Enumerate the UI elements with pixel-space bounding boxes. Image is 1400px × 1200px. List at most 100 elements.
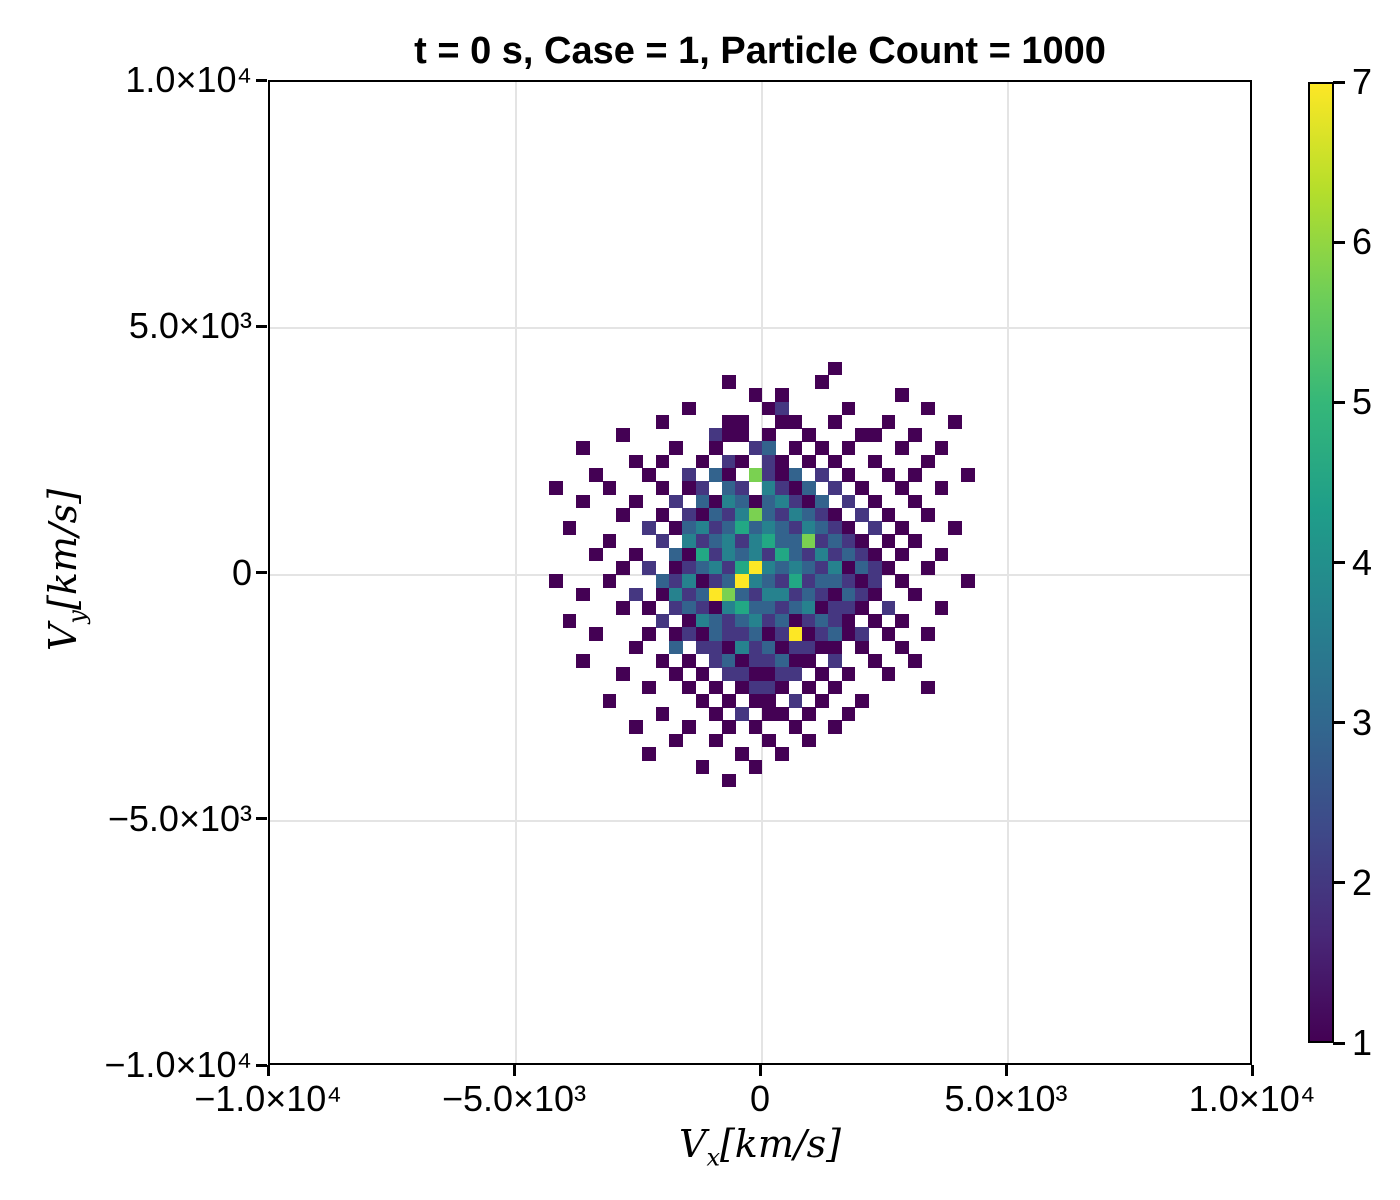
y-tick-label: 1.0×10⁴ [125, 59, 252, 100]
heatmap-bin [828, 720, 843, 735]
heatmap-bin [775, 574, 789, 588]
heatmap-bin [708, 733, 723, 748]
heatmap-bin [934, 441, 949, 456]
heatmap-bin [894, 521, 909, 535]
heatmap-bin [735, 627, 750, 642]
heatmap-bin [708, 494, 723, 509]
heatmap-bin [775, 640, 789, 655]
heatmap-bin [841, 627, 856, 642]
heatmap-bin [642, 468, 657, 482]
heatmap-bin [748, 561, 763, 575]
heatmap-bin [841, 547, 856, 562]
x-tick-label: 1.0×10⁴ [1188, 1078, 1316, 1119]
heatmap-bin [815, 600, 829, 615]
heatmap-bin [854, 561, 869, 575]
heatmap-bin [775, 707, 789, 721]
heatmap-bin [735, 614, 750, 628]
heatmap-bin [801, 707, 816, 721]
heatmap-bin [722, 547, 736, 562]
heatmap-bin [748, 640, 763, 655]
heatmap-bin [947, 414, 962, 429]
heatmap-bin [801, 627, 816, 642]
heatmap-bin [695, 760, 710, 774]
heatmap-bin [669, 587, 683, 602]
heatmap-bin [815, 667, 829, 681]
heatmap-bin [868, 454, 882, 469]
heatmap-bin [735, 640, 750, 655]
heatmap-bin [722, 494, 736, 509]
heatmap-bin [669, 600, 683, 615]
heatmap-bin [881, 534, 896, 549]
heatmap-bin [655, 707, 670, 721]
heatmap-bin [695, 640, 710, 655]
heatmap-bin [748, 614, 763, 628]
heatmap-bin [801, 561, 816, 575]
heatmap-bin [841, 401, 856, 416]
heatmap-bin [841, 574, 856, 588]
heatmap-bin [695, 600, 710, 615]
heatmap-bin [801, 733, 816, 748]
heatmap-bin [748, 720, 763, 735]
y-tick-label: −5.0×10³ [107, 797, 252, 839]
heatmap-bin [908, 494, 922, 509]
heatmap-bin [868, 547, 882, 562]
heatmap-bin [762, 667, 776, 681]
heatmap-bin [775, 680, 789, 695]
heatmap-bin [868, 561, 882, 575]
heatmap-bin [722, 428, 736, 442]
heatmap-bin [815, 521, 829, 535]
heatmap-bin [934, 481, 949, 495]
heatmap-bin [708, 574, 723, 588]
heatmap-bin [788, 600, 803, 615]
x-tick-label: 5.0×10³ [944, 1078, 1068, 1119]
heatmap-bin [762, 627, 776, 642]
heatmap-bin [722, 521, 736, 535]
heatmap-bin [722, 667, 736, 681]
heatmap-bin [669, 521, 683, 535]
heatmap-bin [828, 640, 843, 655]
heatmap-bin [908, 653, 922, 668]
heatmap-bin [695, 547, 710, 562]
heatmap-bin [841, 614, 856, 628]
heatmap-bin [655, 454, 670, 469]
heatmap-bin [708, 627, 723, 642]
heatmap-bin [788, 494, 803, 509]
heatmap-bin [748, 653, 763, 668]
heatmap-bin [815, 547, 829, 562]
heatmap-bin [775, 561, 789, 575]
y-tick-label: 0 [231, 551, 252, 593]
colorbar [1308, 82, 1334, 1043]
chart-title: t = 0 s, Case = 1, Particle Count = 1000 [414, 30, 1106, 72]
heatmap-bin [722, 693, 736, 708]
heatmap-bin [735, 680, 750, 695]
colorbar-tick-mark [1333, 1041, 1345, 1045]
heatmap-bin [854, 507, 869, 522]
heatmap-bin [589, 627, 603, 642]
colorbar-tick-mark [1333, 400, 1345, 404]
colorbar-tick-label: 6 [1352, 221, 1373, 263]
heatmap-bin [669, 640, 683, 655]
heatmap-bin [762, 693, 776, 708]
heatmap-bin [762, 507, 776, 522]
heatmap-bin [735, 534, 750, 549]
x-tick-mark [1004, 1065, 1008, 1076]
heatmap-bin [708, 561, 723, 575]
gridline-horizontal [270, 327, 1250, 330]
heatmap-bin [828, 507, 843, 522]
colorbar-tick-mark [1333, 881, 1345, 885]
heatmap-bin [589, 547, 603, 562]
colorbar-tick-mark [1333, 80, 1345, 84]
heatmap-bin [815, 587, 829, 602]
heatmap-bin [854, 587, 869, 602]
heatmap-bin [762, 481, 776, 495]
gridline-vertical [515, 82, 517, 1063]
heatmap-bin [788, 481, 803, 495]
heatmap-bin [801, 653, 816, 668]
heatmap-bin [695, 614, 710, 628]
heatmap-bin [762, 494, 776, 509]
gridline-horizontal [270, 819, 1250, 822]
heatmap-bin [841, 494, 856, 509]
heatmap-bin [669, 441, 683, 456]
heatmap-bin [775, 401, 789, 416]
heatmap-bin [722, 640, 736, 655]
